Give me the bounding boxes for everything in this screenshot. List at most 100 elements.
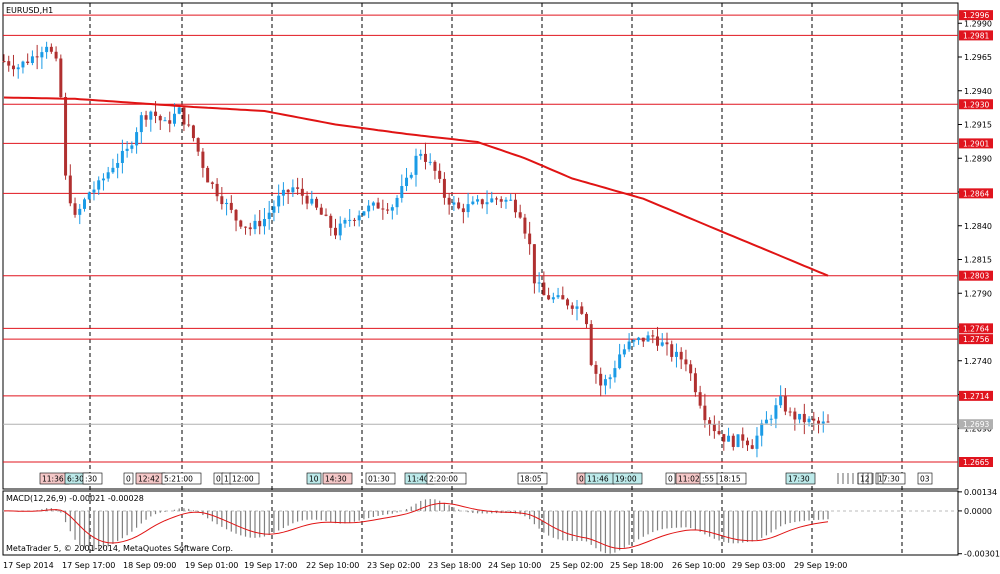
candle-body [92,189,96,193]
candle-body [670,344,674,357]
trade-label-box[interactable] [716,472,747,485]
candle-body [277,195,281,207]
candle-body [229,202,233,210]
trade-label-box[interactable] [229,472,260,485]
candle-body [45,46,49,53]
candle-body [461,208,465,213]
trade-label-text: 6:30 [67,475,84,484]
candle-body [745,440,749,446]
trade-label-text: 11:46 [587,475,609,484]
trade-label-text: :55 [702,475,714,484]
candle-body [826,421,830,423]
candle-body [343,219,347,224]
candle-body [315,198,319,208]
price-level-tag-label: 1.2901 [963,139,989,148]
trade-label-text: 11:02 [678,475,700,484]
trade-label-box[interactable] [612,472,643,485]
candle-body [656,336,660,346]
candle-body [807,418,811,423]
candle-body [665,342,669,345]
candle-body [111,167,115,173]
candle-body [627,341,631,350]
trade-label-box[interactable] [322,472,353,485]
price-level-tag [959,30,993,41]
trade-label-box[interactable] [785,472,816,485]
candle-body [248,227,252,230]
candle-body [419,153,423,156]
trade-label-box[interactable] [517,472,548,485]
trade-label-box[interactable] [82,472,103,485]
candle-body [584,313,588,325]
trade-label-box[interactable] [875,472,906,485]
candle-body [589,324,593,365]
candle-body [177,107,181,114]
candle-body [509,199,513,201]
candle-body [476,199,480,202]
candle-body [26,61,30,64]
time-axis-label: 24 Sep 10:00 [488,561,541,570]
candle-body [348,219,352,221]
trade-label-text: 12 [860,475,870,484]
price-level-tag [959,390,993,401]
candle-body [703,405,707,421]
candle-body [532,244,536,284]
candle-body [11,65,15,70]
candle-body [405,177,409,187]
macd-signal-line [4,502,829,550]
candle-body [551,297,555,300]
candle-body [618,354,622,369]
candle-body [561,295,565,300]
candle-body [736,434,740,447]
trade-label-box[interactable] [426,472,467,485]
trade-label-box[interactable] [365,472,396,485]
price-level-tag [959,457,993,467]
candle-body [371,202,375,206]
candle-body [244,226,248,228]
trade-label-text: 12:00 [232,475,254,484]
candle-body [333,227,337,236]
trade-label-box[interactable] [917,472,933,485]
candle-body [774,405,778,419]
candle-body [817,420,821,424]
candle-body [779,396,783,406]
trade-label-text: 0 [579,475,584,484]
candle-body [433,161,437,171]
candle-body [783,396,787,412]
price-level-tag-label: 1.2864 [963,189,989,198]
candle-body [788,411,792,413]
candle-body [679,351,683,360]
candle-body [821,421,825,424]
candle-body [135,132,139,146]
trade-label-box[interactable] [161,472,202,485]
candle-body [324,214,328,216]
current-price-tag [959,419,993,430]
trade-label-box[interactable] [665,472,676,485]
candle-body [727,435,731,442]
candle-body [386,209,390,211]
trade-label-box[interactable] [306,472,322,485]
trade-label-text: 17:30 [788,475,810,484]
price-axis: 1.29901.29651.29401.29151.28901.28651.28… [958,19,992,433]
candle-body [712,424,716,432]
candle-body [168,120,172,124]
candle-body [305,195,309,204]
candle-body [442,178,446,198]
candle-body [480,199,484,205]
trade-label-text: 11:36 [42,475,64,484]
candle-body [632,340,636,342]
trade-label-text: 18:15 [719,475,741,484]
candle-body [622,349,626,355]
candle-body [641,337,645,342]
candle-body [447,197,451,205]
candle-body [139,115,143,133]
trade-label-box[interactable] [123,472,134,485]
price-tick-label: 1.2790 [964,289,992,298]
candle-body [87,192,91,200]
time-axis-label: 23 Sep 02:00 [367,561,420,570]
candlesticks [2,41,830,458]
trade-label-text: :30 [85,475,97,484]
horizontal-levels [3,14,958,463]
candle-body [329,215,333,228]
candle-body [16,67,20,70]
